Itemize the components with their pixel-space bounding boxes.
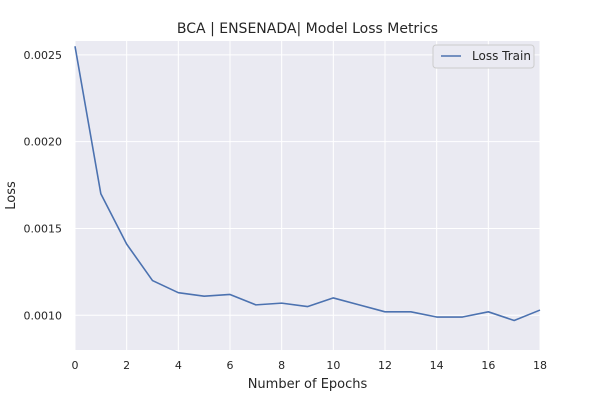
tick-labels: 0 2 4 6 8 10 12 14 16 18 0.0010 0.0015 0.0020 0.0025 (24, 49, 548, 372)
y-axis-label: Loss (4, 181, 19, 210)
y-tick-label: 0.0025 (24, 49, 63, 62)
series-line-loss-train (74, 46, 541, 322)
x-axis-label: Number of Epochs (248, 377, 368, 392)
x-tick-label: 14 (430, 359, 444, 372)
y-tick-label: 0.0010 (24, 309, 63, 322)
x-tick-label: 4 (175, 359, 182, 372)
x-tick-label: 18 (533, 359, 547, 372)
x-tick-label: 0 (72, 359, 79, 372)
plot-area (75, 41, 540, 350)
y-tick-label: 0.0015 (24, 222, 63, 235)
y-tick-label: 0.0020 (24, 136, 63, 149)
x-tick-label: 8 (278, 359, 285, 372)
x-tick-label: 2 (123, 359, 130, 372)
x-tick-label: 16 (481, 359, 495, 372)
x-tick-label: 10 (326, 359, 340, 372)
legend: Loss Train (432, 44, 535, 69)
legend-label-loss-train: Loss Train (472, 49, 531, 63)
x-tick-label: 12 (378, 359, 392, 372)
x-tick-label: 6 (227, 359, 234, 372)
chart-title: BCA | ENSENADA| Model Loss Metrics (177, 21, 438, 37)
legend-box (432, 44, 535, 69)
series-layer (74, 46, 541, 322)
